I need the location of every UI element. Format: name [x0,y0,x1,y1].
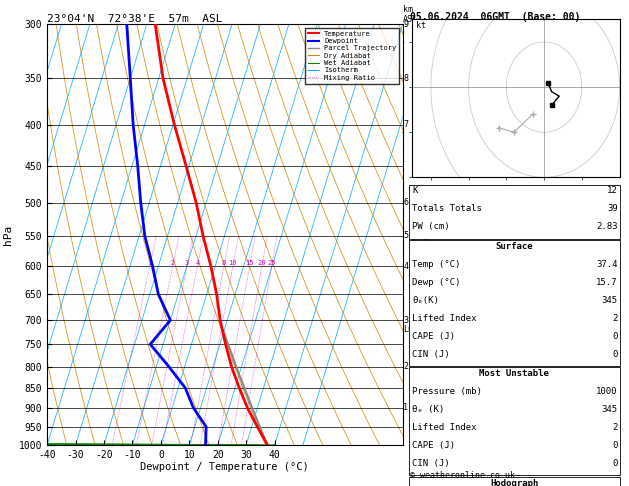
Text: 6: 6 [403,198,408,207]
Text: /: / [442,403,448,413]
Text: © weatheronline.co.uk: © weatheronline.co.uk [410,471,515,480]
Text: 10: 10 [228,260,237,266]
Text: Temp (°C): Temp (°C) [412,260,460,269]
Text: km
ASL: km ASL [403,5,418,24]
Text: 8: 8 [222,260,226,266]
Text: 15: 15 [245,260,254,266]
Text: /: / [442,120,448,130]
Text: kt: kt [416,21,426,31]
Text: /: / [442,198,448,208]
Text: CAPE (J): CAPE (J) [412,332,455,341]
Text: /: / [442,289,448,299]
Text: LCL: LCL [403,326,418,334]
Text: 1: 1 [148,260,152,266]
Text: 15.7: 15.7 [596,278,618,287]
Text: Hodograph: Hodograph [490,479,538,486]
Text: /: / [442,315,448,325]
Text: 5: 5 [403,231,408,241]
Text: 25: 25 [267,260,276,266]
Text: 0: 0 [612,459,618,468]
Text: 2: 2 [612,423,618,432]
Y-axis label: hPa: hPa [3,225,13,244]
Text: Dewp (°C): Dewp (°C) [412,278,460,287]
Text: 39: 39 [607,205,618,213]
Text: 3: 3 [185,260,189,266]
Text: Lifted Index: Lifted Index [412,423,477,432]
Text: CIN (J): CIN (J) [412,459,450,468]
Text: 1000: 1000 [596,387,618,396]
Text: 20: 20 [258,260,266,266]
Text: 0: 0 [612,350,618,359]
Text: /: / [442,339,448,349]
Text: /: / [442,362,448,372]
Text: θₑ (K): θₑ (K) [412,405,444,414]
Legend: Temperature, Dewpoint, Parcel Trajectory, Dry Adiabat, Wet Adiabat, Isotherm, Mi: Temperature, Dewpoint, Parcel Trajectory… [305,28,399,84]
Text: /: / [442,422,448,432]
Text: 0: 0 [612,441,618,450]
X-axis label: Dewpoint / Temperature (°C): Dewpoint / Temperature (°C) [140,462,309,472]
Text: 4: 4 [195,260,199,266]
Text: 2: 2 [170,260,175,266]
Text: Totals Totals: Totals Totals [412,205,482,213]
Text: 37.4: 37.4 [596,260,618,269]
Text: K: K [412,187,418,195]
Text: 2.83: 2.83 [596,223,618,231]
Text: 05.06.2024  06GMT  (Base: 00): 05.06.2024 06GMT (Base: 00) [410,12,581,22]
Text: /: / [442,73,448,83]
Text: CAPE (J): CAPE (J) [412,441,455,450]
Text: 345: 345 [601,405,618,414]
Text: /: / [442,261,448,271]
Text: 2: 2 [612,314,618,323]
Text: 12: 12 [607,187,618,195]
Text: Lifted Index: Lifted Index [412,314,477,323]
Text: 345: 345 [601,296,618,305]
Text: 23°04'N  72°38'E  57m  ASL: 23°04'N 72°38'E 57m ASL [47,14,223,23]
Text: CIN (J): CIN (J) [412,350,450,359]
Text: Mixing Ratio (g/kg): Mixing Ratio (g/kg) [423,187,432,282]
Text: θₑ(K): θₑ(K) [412,296,439,305]
Text: 0: 0 [612,332,618,341]
Text: /: / [442,440,448,450]
Text: Surface: Surface [496,242,533,251]
Text: /: / [442,231,448,241]
Text: 1: 1 [403,403,408,413]
Text: Pressure (mb): Pressure (mb) [412,387,482,396]
Text: /: / [442,19,448,29]
Text: 2: 2 [403,362,408,371]
Text: 3: 3 [403,315,408,325]
Text: Most Unstable: Most Unstable [479,369,549,378]
Text: /: / [442,161,448,171]
Text: 4: 4 [403,262,408,271]
Text: /: / [442,383,448,393]
Text: 7: 7 [403,120,408,129]
Text: 8: 8 [403,73,408,83]
Text: 9: 9 [403,20,408,29]
Text: PW (cm): PW (cm) [412,223,450,231]
